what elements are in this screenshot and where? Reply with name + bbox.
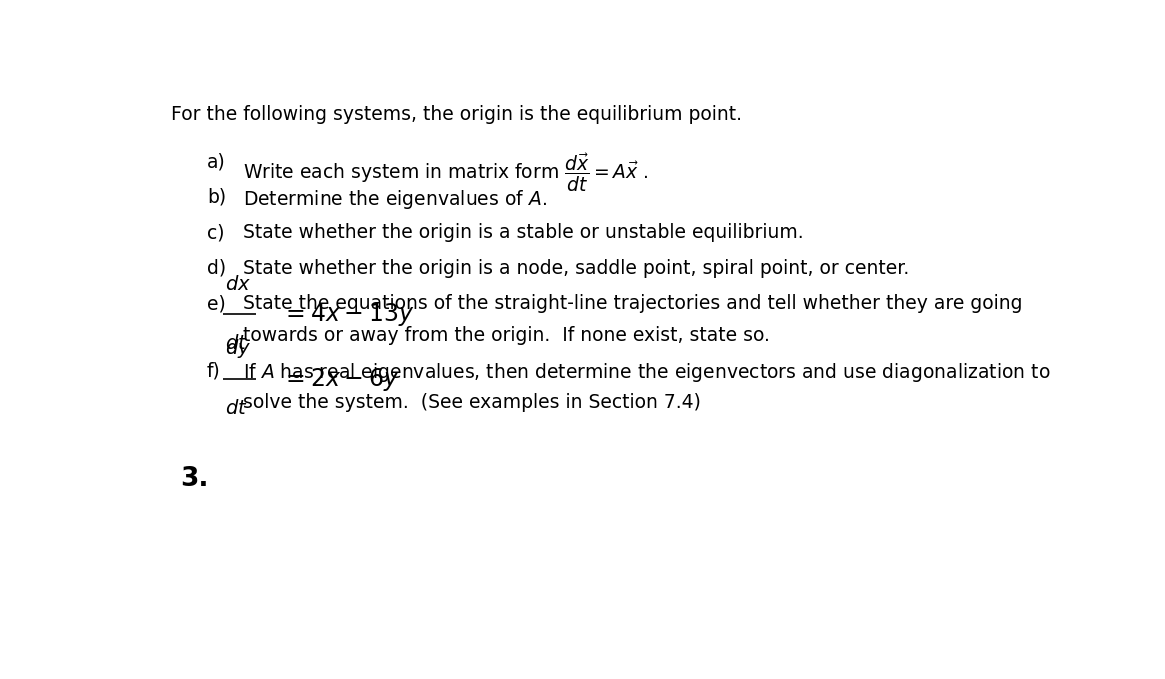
Text: $= 4x - 13y$: $= 4x - 13y$ (281, 301, 415, 328)
Text: solve the system.  (See examples in Section 7.4): solve the system. (See examples in Secti… (243, 392, 701, 411)
Text: 3.: 3. (179, 466, 209, 492)
Text: b): b) (207, 187, 226, 206)
Text: d): d) (207, 259, 226, 278)
Text: $dt$: $dt$ (225, 399, 248, 418)
Text: $dx$: $dx$ (225, 275, 252, 294)
Text: If $A$ has real eigenvalues, then determine the eigenvectors and use diagonaliza: If $A$ has real eigenvalues, then determ… (243, 361, 1051, 384)
Text: $dy$: $dy$ (225, 337, 252, 360)
Text: a): a) (207, 152, 226, 171)
Text: Determine the eigenvalues of $A$.: Determine the eigenvalues of $A$. (243, 187, 548, 210)
Text: f): f) (207, 361, 221, 380)
Text: State whether the origin is a stable or unstable equilibrium.: State whether the origin is a stable or … (243, 223, 804, 242)
Text: $= 2x - 6y$: $= 2x - 6y$ (281, 366, 400, 393)
Text: $dt$: $dt$ (225, 334, 248, 353)
Text: Write each system in matrix form $\dfrac{d\vec{x}}{dt} = A\vec{x}$ .: Write each system in matrix form $\dfrac… (243, 152, 649, 194)
Text: towards or away from the origin.  If none exist, state so.: towards or away from the origin. If none… (243, 326, 770, 345)
Text: For the following systems, the origin is the equilibrium point.: For the following systems, the origin is… (171, 105, 742, 124)
Text: e): e) (207, 294, 226, 313)
Text: State whether the origin is a node, saddle point, spiral point, or center.: State whether the origin is a node, sadd… (243, 259, 910, 278)
Text: c): c) (207, 223, 225, 242)
Text: State the equations of the straight-line trajectories and tell whether they are : State the equations of the straight-line… (243, 294, 1023, 313)
